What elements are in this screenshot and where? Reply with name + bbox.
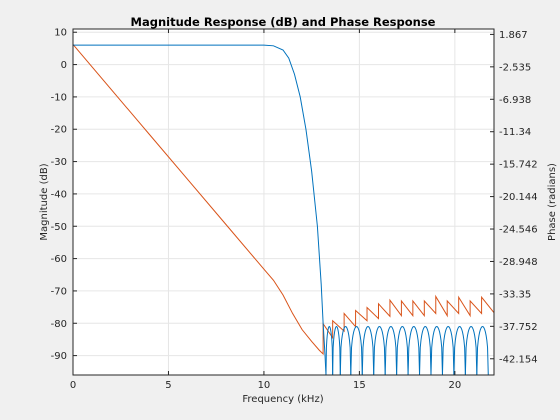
tick-layer: 0 5 10 15 20 10 0 -10 -20 -30 -40 -50 -60 -70 -80 -90 1.… bbox=[51, 28, 538, 391]
y-right-tick-label: 1.867 bbox=[499, 30, 528, 41]
y-right-tick-label: -6.938 bbox=[499, 95, 531, 106]
axes-background bbox=[73, 29, 494, 375]
y-right-tick-label: -20.144 bbox=[499, 192, 538, 203]
y-right-tick-label: -28.948 bbox=[499, 257, 538, 268]
x-axis-label: Frequency (kHz) bbox=[242, 394, 323, 405]
y-left-tick-label: -40 bbox=[51, 189, 67, 200]
phase-response-line bbox=[72, 44, 495, 356]
y-axis-left-label: Magnitude (dB) bbox=[39, 163, 50, 240]
y-right-tick-label: -33.35 bbox=[499, 289, 531, 300]
magnitude-stopband-lobe bbox=[453, 325, 466, 376]
magnitude-stopband-lobe bbox=[384, 325, 398, 376]
y-left-tick-label: -30 bbox=[51, 157, 67, 168]
x-tick-label: 10 bbox=[258, 380, 271, 391]
x-tick-label: 20 bbox=[448, 380, 461, 391]
y-left-tick-label: -90 bbox=[51, 351, 67, 362]
magnitude-stopband-lobe bbox=[464, 325, 478, 376]
chart-title: Magnitude Response (dB) and Phase Respon… bbox=[131, 15, 436, 29]
y-right-tick-label: -24.546 bbox=[499, 225, 538, 236]
y-left-tick-label: -10 bbox=[51, 92, 67, 103]
grid bbox=[72, 29, 494, 375]
magnitude-stopband-lobe bbox=[332, 325, 341, 376]
y-left-tick-label: 0 bbox=[61, 60, 67, 71]
magnitude-stopband-lobe bbox=[361, 325, 375, 376]
magnitude-stopband-lobe bbox=[339, 325, 352, 376]
y-right-tick-label: -37.752 bbox=[499, 322, 538, 333]
axes-box bbox=[72, 28, 495, 376]
x-tick-label: 0 bbox=[70, 380, 76, 391]
y-left-tick-label: 10 bbox=[54, 28, 67, 39]
y-right-tick-label: -11.34 bbox=[499, 127, 531, 138]
y-left-tick-label: -80 bbox=[51, 319, 67, 330]
magnitude-stopband-lobe bbox=[441, 325, 455, 376]
series-layer bbox=[72, 44, 495, 376]
y-right-tick-label: -15.742 bbox=[499, 160, 538, 171]
magnitude-stopband-lobe bbox=[350, 325, 363, 376]
y-right-tick-label: -42.154 bbox=[499, 354, 538, 365]
magnitude-stopband-lobe bbox=[476, 325, 489, 376]
y-left-tick-label: -70 bbox=[51, 286, 67, 297]
y-right-tick-label: -2.535 bbox=[499, 62, 531, 73]
y-left-tick-label: -20 bbox=[51, 125, 67, 136]
y-axis-right-label: Phase (radians) bbox=[547, 163, 558, 241]
magnitude-stopband-lobe bbox=[325, 325, 334, 376]
magnitude-stopband-lobe bbox=[373, 325, 386, 376]
y-left-tick-label: -60 bbox=[51, 254, 67, 265]
magnitude-response-line bbox=[73, 44, 327, 376]
magnitude-stopband-lobe bbox=[430, 325, 443, 376]
y-left-tick-label: -50 bbox=[51, 222, 67, 233]
x-tick-label: 15 bbox=[353, 380, 366, 391]
magnitude-stopband-lobe bbox=[396, 325, 409, 376]
magnitude-stopband-lobe bbox=[419, 325, 432, 376]
magnitude-stopband-lobe bbox=[407, 325, 421, 376]
x-tick-label: 5 bbox=[165, 380, 171, 391]
